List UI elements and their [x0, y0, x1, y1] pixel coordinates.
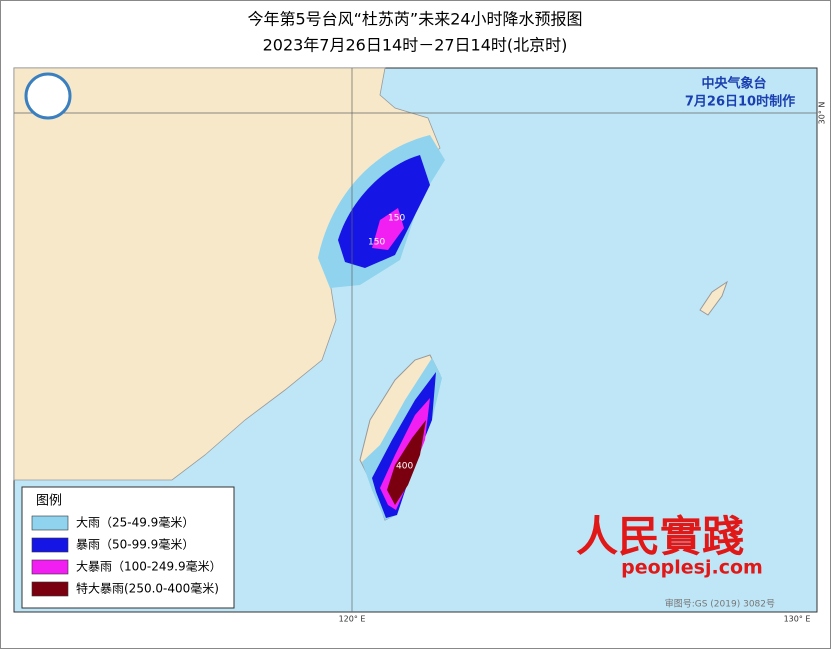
legend-label: 大暴雨（100-249.9毫米）: [76, 559, 222, 574]
legend-label: 大雨（25-49.9毫米）: [76, 515, 194, 530]
rain-area: [387, 420, 426, 505]
contour-label: 150: [388, 214, 405, 224]
title: 今年第5号台风“杜苏芮”未来24小时降水预报图: [247, 10, 582, 29]
watermark-url: peoplesj.com: [621, 557, 763, 579]
legend-swatch: [31, 537, 69, 553]
watermark-logo: 人民實踐: [576, 512, 744, 561]
issued: 7月26日10时制作: [685, 94, 795, 110]
legend-swatch: [31, 581, 69, 597]
rain-area: [372, 208, 404, 250]
approval: 审图号:GS (2019) 3082号: [665, 598, 775, 610]
lon-label: 130° E: [784, 615, 811, 624]
legend: 图例 大雨（25-49.9毫米） 暴雨（50-99.9毫米） 大暴雨（100-249…: [21, 486, 235, 609]
contour-label: 150: [368, 238, 385, 248]
legend-title: 图例: [36, 494, 62, 509]
lon-label: 120° E: [339, 615, 366, 624]
lat-label: 30° N: [818, 102, 827, 125]
legend-label: 暴雨（50-99.9毫米）: [76, 537, 194, 552]
island: [699, 280, 728, 316]
logo: [24, 72, 72, 120]
legend-label: 特大暴雨(250.0-400毫米): [76, 581, 219, 596]
subtitle: 2023年7月26日14时－27日14时(北京时): [263, 36, 568, 55]
legend-swatch: [31, 515, 69, 531]
agency: 中央气象台: [701, 76, 766, 92]
legend-swatch: [31, 559, 69, 575]
rain-area: [338, 155, 430, 268]
contour-label: 400: [396, 462, 413, 472]
